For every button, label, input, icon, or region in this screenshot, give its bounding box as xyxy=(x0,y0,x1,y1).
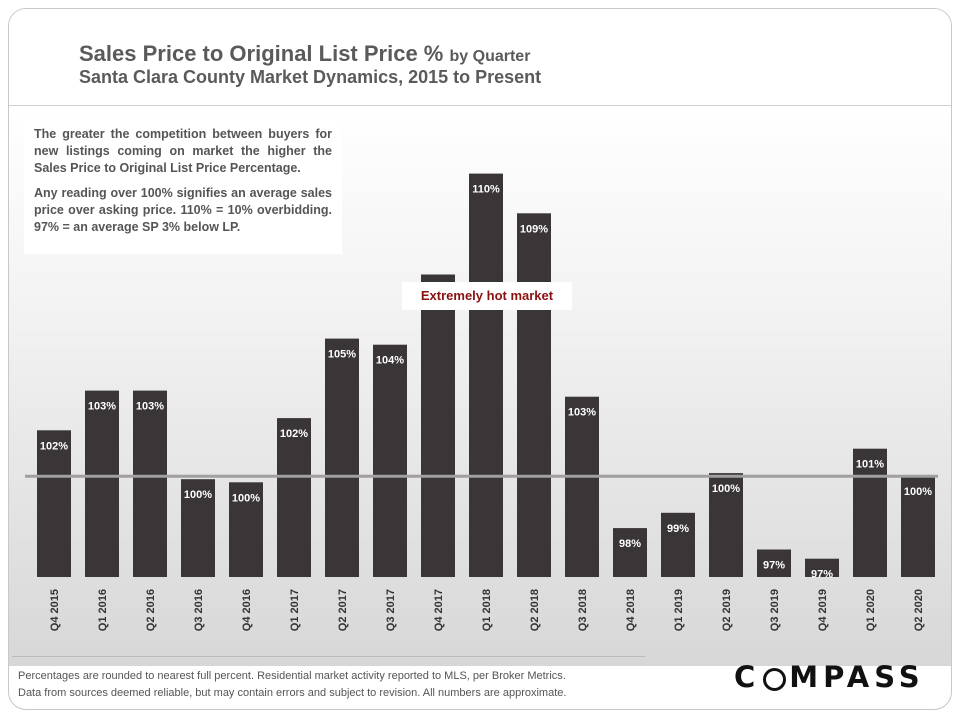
x-tick-label: Q2 2018 xyxy=(529,589,541,631)
explanation-note: The greater the competition between buye… xyxy=(24,118,342,254)
x-tick-label: Q3 2017 xyxy=(385,589,397,631)
bar-q3-2018 xyxy=(565,396,599,577)
title-suffix: by Quarter xyxy=(449,48,531,65)
bar-value-label: 105% xyxy=(328,349,356,361)
bar-q3-2019 xyxy=(757,549,791,577)
x-tick-label: Q2 2020 xyxy=(913,589,925,631)
bar-q4-2016 xyxy=(229,482,263,577)
note-paragraph-2: Any reading over 100% signifies an avera… xyxy=(34,186,332,234)
x-tick-label: Q4 2015 xyxy=(49,589,61,631)
bar-value-label: 100% xyxy=(184,489,212,501)
x-tick-label: Q3 2019 xyxy=(769,589,781,631)
bar-q2-2020 xyxy=(901,476,935,577)
bar-value-label: 97% xyxy=(763,560,785,572)
x-tick-label: Q2 2019 xyxy=(721,589,733,631)
bar-q1-2016 xyxy=(85,390,119,577)
x-tick-label: Q2 2016 xyxy=(145,589,157,631)
footer-divider xyxy=(12,656,645,657)
bar-value-label: 100% xyxy=(232,492,260,504)
bars-group: 102%103%103%100%100%102%105%104%107%110%… xyxy=(37,173,935,581)
compass-logo: C MPASS xyxy=(734,660,925,694)
x-tick-label: Q4 2017 xyxy=(433,589,445,631)
bar-q2-2016 xyxy=(133,390,167,577)
x-tick-label: Q1 2017 xyxy=(289,589,301,631)
x-tick-label: Q3 2016 xyxy=(193,589,205,631)
bar-value-label: 103% xyxy=(568,407,596,419)
bar-value-label: 97% xyxy=(811,569,833,581)
bar-value-label: 101% xyxy=(856,459,884,471)
x-tick-label: Q3 2018 xyxy=(577,589,589,631)
x-tick-label: Q1 2019 xyxy=(673,589,685,631)
bar-q2-2018 xyxy=(517,213,551,578)
bar-value-label: 103% xyxy=(136,401,164,413)
chart-header: Sales Price to Original List Price % by … xyxy=(9,9,951,106)
footnote: Percentages are rounded to nearest full … xyxy=(18,668,658,702)
x-tick-label: Q4 2016 xyxy=(241,589,253,631)
bar-q1-2020 xyxy=(853,448,887,577)
bar-q4-2017 xyxy=(421,274,455,577)
x-tick-label: Q1 2020 xyxy=(865,589,877,631)
bar-q1-2019 xyxy=(661,512,695,577)
bar-value-label: 103% xyxy=(88,401,116,413)
title-main: Sales Price to Original List Price % xyxy=(79,41,444,66)
bar-q4-2018 xyxy=(613,528,647,577)
bar-value-label: 100% xyxy=(712,483,740,495)
footnote-line-1: Percentages are rounded to nearest full … xyxy=(18,670,566,682)
x-tick-label: Q2 2017 xyxy=(337,589,349,631)
bar-q2-2019 xyxy=(709,473,743,577)
logo-text-start: C xyxy=(734,660,761,694)
x-tick-label: Q1 2018 xyxy=(481,589,493,631)
chart-subtitle: Santa Clara County Market Dynamics, 2015… xyxy=(79,67,542,87)
hot-market-callout: Extremely hot market xyxy=(402,282,572,310)
logo-text-end: MPASS xyxy=(789,660,925,694)
chart-title: Sales Price to Original List Price % by … xyxy=(79,41,530,67)
bar-q4-2019 xyxy=(805,558,839,577)
footnote-line-2: Data from sources deemed reliable, but m… xyxy=(18,687,567,699)
bar-q1-2018 xyxy=(469,173,503,577)
note-paragraph-1: The greater the competition between buye… xyxy=(34,127,332,175)
bar-value-label: 98% xyxy=(619,538,641,550)
bar-q4-2015 xyxy=(37,430,71,577)
x-tick-label: Q4 2019 xyxy=(817,589,829,631)
x-tick-labels-group: Q4 2015 Q1 2016 Q2 2016 Q3 2016 Q4 2016 Q1 20… xyxy=(49,589,925,631)
logo-circle-icon xyxy=(763,668,787,691)
bar-q2-2017 xyxy=(325,338,359,577)
x-tick-label: Q1 2016 xyxy=(97,589,109,631)
bar-value-label: 109% xyxy=(520,223,548,235)
bar-q3-2016 xyxy=(181,479,215,577)
bar-q3-2017 xyxy=(373,344,407,577)
bar-value-label: 104% xyxy=(376,355,404,367)
bar-value-label: 102% xyxy=(280,428,308,440)
bar-value-label: 100% xyxy=(904,486,932,498)
x-tick-label: Q4 2018 xyxy=(625,589,637,631)
bar-value-label: 102% xyxy=(40,440,68,452)
bar-value-label: 99% xyxy=(667,523,689,535)
bar-q1-2017 xyxy=(277,418,311,577)
bar-value-label: 110% xyxy=(472,184,500,196)
